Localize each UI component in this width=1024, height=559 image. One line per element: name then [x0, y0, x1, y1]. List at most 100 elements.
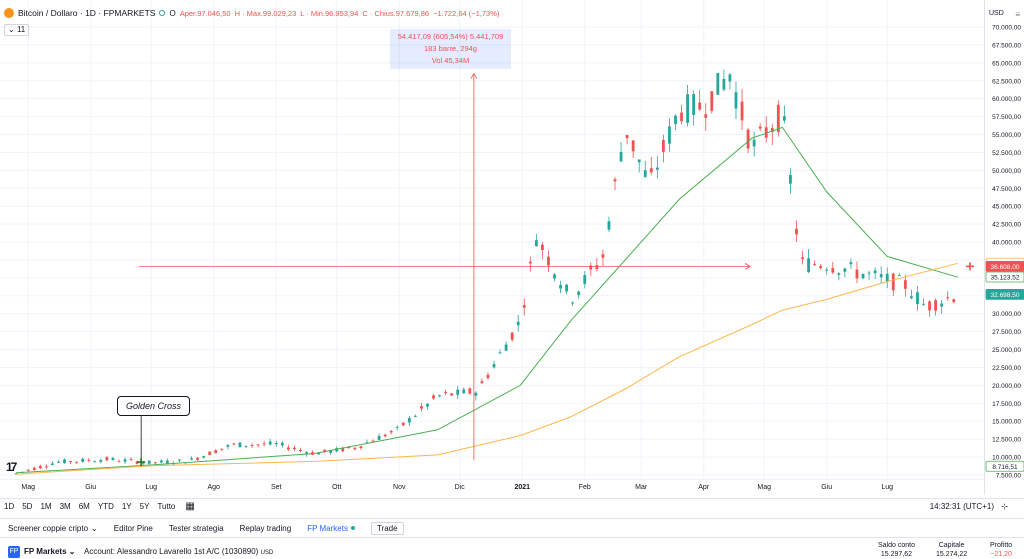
trade-button[interactable]: Trade — [370, 521, 404, 535]
candle-body — [280, 442, 284, 446]
candle-body — [93, 461, 97, 463]
candle-body — [341, 447, 345, 452]
candle-body — [486, 374, 490, 379]
account-selector[interactable]: Account: Alessandro Lavarello 1st A/C (1… — [84, 547, 273, 556]
ohlc-change: −1.722,64 (−1,73%) — [433, 8, 500, 18]
tab-replay[interactable]: Replay trading — [239, 523, 292, 533]
candle-body — [897, 275, 901, 277]
tab-label: FP Markets — [307, 523, 348, 533]
candle-body — [528, 261, 532, 264]
candle-body — [910, 296, 913, 299]
tradingview-logo[interactable]: 17 — [6, 460, 17, 474]
chart-svg — [0, 0, 984, 481]
measure-line-3: Vol 45,34M — [431, 56, 470, 65]
price-tick-label: 42.500,00 — [992, 222, 1021, 229]
timeframe-6m[interactable]: 6M — [78, 502, 90, 511]
candle-body — [335, 448, 339, 452]
timeframe-1y[interactable]: 1Y — [121, 502, 132, 511]
candle-body — [547, 256, 550, 266]
currency-label[interactable]: USD — [989, 10, 1004, 17]
candle-body — [377, 436, 381, 440]
measure-line-2: 183 barre, 294g — [424, 44, 477, 53]
price-tick-label: 22.500,00 — [992, 365, 1021, 372]
candle-body — [359, 446, 363, 448]
broker-name[interactable]: FP Markets ⌄ — [24, 547, 76, 556]
candle-body — [583, 275, 587, 284]
candle-body — [69, 461, 72, 463]
candle-body — [365, 442, 369, 444]
candle-body — [268, 441, 272, 445]
account-ccy: USD — [260, 550, 274, 556]
percent-toggle[interactable]: ⊹ — [1001, 502, 1008, 511]
candle-body — [81, 458, 85, 462]
candle-body — [196, 457, 200, 460]
candle-body — [123, 459, 127, 462]
timeframe-5y[interactable]: 5Y — [139, 502, 150, 511]
tab-strategy-tester[interactable]: Tester strategia — [168, 523, 224, 533]
tab-screener[interactable]: Screener coppie cripto ⌄ — [0, 524, 106, 533]
candle-body — [147, 460, 151, 464]
candle-body — [250, 444, 254, 446]
candle-body — [371, 440, 375, 442]
candle-body — [87, 459, 91, 461]
price-tick-label: 27.500,00 — [992, 329, 1021, 336]
price-tick-label: 52.500,00 — [992, 150, 1021, 157]
candle-body — [631, 140, 635, 152]
candle-body — [855, 269, 859, 279]
indicator-collapse-button[interactable]: ⌄ 11 — [4, 24, 30, 36]
timeframe-3m[interactable]: 3M — [59, 502, 71, 511]
symbol-title[interactable]: Bitcoin / Dollaro · 1D · FPMARKETS — [18, 8, 156, 18]
time-tick-label: Giu — [85, 484, 96, 491]
candle-body — [946, 297, 950, 299]
candle-body — [426, 403, 429, 407]
candles-group — [14, 69, 956, 475]
candle-body — [522, 305, 526, 308]
candle-body — [928, 301, 931, 311]
timeframe-5d[interactable]: 5D — [22, 502, 33, 511]
tab-trade[interactable]: Trade — [363, 521, 412, 535]
timeframe-1m[interactable]: 1M — [40, 502, 52, 511]
chart-plot[interactable] — [0, 0, 984, 481]
price-tick-label: 20.000,00 — [992, 383, 1021, 390]
candle-body — [432, 395, 435, 399]
candle-body — [891, 273, 895, 291]
bottom-panel-tabs: Screener coppie cripto ⌄ Editor Pine Test… — [0, 518, 1024, 538]
ohlc-o-label: O — [169, 8, 176, 18]
profitto-stat: Profitto −21,20 — [990, 542, 1012, 557]
time-tick-label: Nov — [393, 484, 406, 491]
price-label-box — [985, 271, 1024, 283]
price-axis-svg: 70.000,00 67.500,00 65.000,00 62.500,00 60.0… — [985, 25, 1024, 480]
price-tick-label: 10.000,00 — [992, 455, 1021, 462]
golden-cross-marker — [137, 458, 146, 467]
tab-fp-markets[interactable]: FP Markets — [299, 524, 363, 533]
candle-body — [63, 459, 66, 464]
candle-body — [807, 258, 810, 273]
candle-body — [401, 422, 405, 426]
price-axis[interactable]: USD ≡ 70.000,00 67.500,00 65.000,00 62.500,… — [984, 0, 1024, 495]
candle-body — [534, 240, 538, 247]
timeframe-ytd[interactable]: YTD — [97, 502, 114, 511]
indicator-count: 11 — [16, 25, 26, 34]
tab-pine-editor[interactable]: Editor Pine — [113, 523, 153, 533]
candle-body — [649, 168, 653, 173]
chevron-down-icon: ⌄ — [8, 25, 17, 34]
candle-body — [625, 134, 629, 139]
connected-dot-icon — [350, 526, 355, 530]
price-tick-label: 30.000,00 — [992, 311, 1021, 318]
golden-cross-callout[interactable]: Golden Cross — [117, 396, 190, 416]
menu-icon[interactable]: ≡ — [1015, 10, 1020, 19]
candle-body — [601, 254, 605, 258]
clock[interactable]: 14:32:31 (UTC+1) — [929, 502, 994, 511]
candle-body — [232, 443, 236, 445]
time-axis[interactable]: Mag Giu Lug Ago Set Ott Nov Dic 2021 Feb Mar Apr Mag… — [0, 480, 984, 494]
time-tick-label: Feb — [579, 484, 591, 491]
timeframe-all[interactable]: Tutto — [157, 502, 176, 511]
price-tick-label: 55.000,00 — [992, 132, 1021, 139]
candle-body — [299, 450, 302, 452]
calendar-icon[interactable]: ▦ — [185, 501, 195, 512]
price-tick-label: 65.000,00 — [992, 60, 1021, 67]
candle-body — [383, 434, 387, 437]
timeframe-1d[interactable]: 1D — [4, 502, 15, 511]
ohlc-open: Aper.97.046,50 — [179, 8, 231, 18]
death-cross-marker — [966, 262, 974, 271]
